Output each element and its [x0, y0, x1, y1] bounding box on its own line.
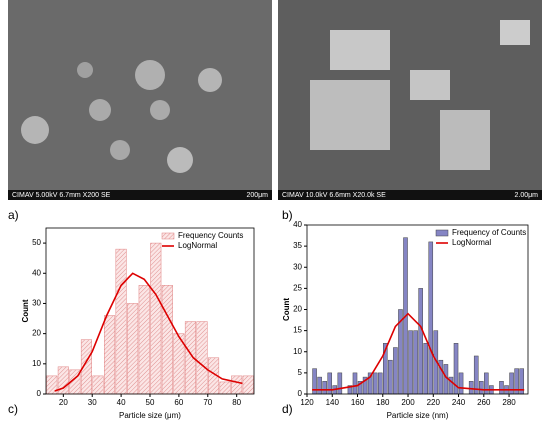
bar — [468, 381, 474, 395]
y-tick-label: 30 — [32, 299, 41, 308]
y-tick-label: 20 — [32, 329, 41, 338]
bar — [196, 321, 208, 395]
x-tick-label: 30 — [88, 398, 97, 407]
bar — [322, 381, 327, 395]
bar — [408, 330, 413, 395]
panel-label: d) — [282, 402, 293, 416]
bar — [509, 372, 514, 395]
x-tick-label: 160 — [351, 398, 365, 407]
legend-label: Frequency of Counts — [452, 228, 526, 237]
x-tick-label: 180 — [376, 398, 390, 407]
bar — [428, 241, 434, 395]
panel-label: b) — [282, 208, 293, 222]
y-tick-label: 35 — [293, 241, 302, 250]
y-tick-label: 15 — [293, 326, 302, 335]
bar — [242, 375, 254, 395]
legend-label: Frequency Counts — [178, 231, 243, 240]
bar — [352, 372, 358, 395]
bar — [484, 372, 489, 395]
bar — [150, 242, 162, 395]
x-tick-label: 70 — [203, 398, 212, 407]
x-tick-label: 140 — [326, 398, 340, 407]
panel-label: c) — [8, 402, 18, 416]
plot-frame — [306, 224, 529, 395]
sem-scale: 2.00μm — [515, 192, 539, 199]
y-tick-label: 10 — [293, 347, 302, 356]
sem-image-b — [278, 0, 542, 200]
bar — [138, 285, 150, 395]
x-axis-label: Particle size (μm) — [119, 411, 181, 420]
bar — [413, 330, 418, 395]
sem-info: CIMAV 10.0kV 6.6mm X20.0k SE — [282, 192, 386, 199]
bar — [104, 315, 116, 395]
bar — [478, 381, 484, 395]
x-tick-label: 220 — [427, 398, 441, 407]
fit-curve — [312, 312, 525, 391]
plot-frame — [45, 227, 255, 395]
y-tick-label: 40 — [32, 268, 41, 277]
bar — [377, 372, 383, 395]
bar — [317, 376, 322, 395]
y-tick-label: 0 — [37, 389, 42, 398]
bar — [372, 372, 378, 395]
x-tick-label: 80 — [232, 398, 241, 407]
bar — [499, 381, 504, 395]
bar — [393, 347, 398, 395]
bar — [92, 375, 104, 395]
bar — [388, 359, 393, 395]
bar — [458, 372, 464, 395]
sem-scale: 200μm — [246, 192, 268, 199]
y-tick-label: 50 — [32, 238, 41, 247]
y-tick-label: 40 — [293, 220, 302, 229]
bar — [231, 375, 243, 395]
fit-curve — [54, 272, 243, 392]
x-axis-label: Particle size (nm) — [387, 411, 449, 420]
x-tick-label: 20 — [59, 398, 68, 407]
bar — [423, 343, 428, 395]
panel-label: a) — [8, 208, 19, 222]
y-axis-label: Count — [21, 299, 30, 322]
y-tick-label: 10 — [32, 359, 41, 368]
bar — [337, 372, 343, 395]
legend-label: LogNormal — [178, 241, 217, 250]
x-tick-label: 260 — [477, 398, 491, 407]
sem-image-a — [8, 0, 272, 200]
x-tick-label: 120 — [300, 398, 314, 407]
y-tick-label: 20 — [293, 305, 302, 314]
y-axis-label: Count — [282, 298, 291, 321]
bar — [418, 288, 423, 395]
y-tick-label: 30 — [293, 262, 302, 271]
x-tick-label: 40 — [117, 398, 126, 407]
x-tick-label: 200 — [401, 398, 415, 407]
x-tick-label: 60 — [174, 398, 183, 407]
bar — [161, 285, 173, 395]
y-tick-label: 0 — [298, 389, 303, 398]
sem-info: CIMAV 5.00kV 6.7mm X200 SE — [12, 192, 111, 199]
y-tick-label: 25 — [293, 283, 302, 292]
legend-label: LogNormal — [452, 238, 491, 247]
y-tick-label: 5 — [298, 368, 303, 377]
x-tick-label: 50 — [146, 398, 155, 407]
bar — [115, 248, 127, 395]
bar — [127, 303, 139, 395]
x-tick-label: 280 — [502, 398, 516, 407]
bar — [327, 372, 333, 395]
legend-swatch — [161, 232, 175, 240]
x-tick-label: 240 — [452, 398, 466, 407]
bar — [219, 381, 231, 395]
legend-swatch — [435, 229, 449, 237]
